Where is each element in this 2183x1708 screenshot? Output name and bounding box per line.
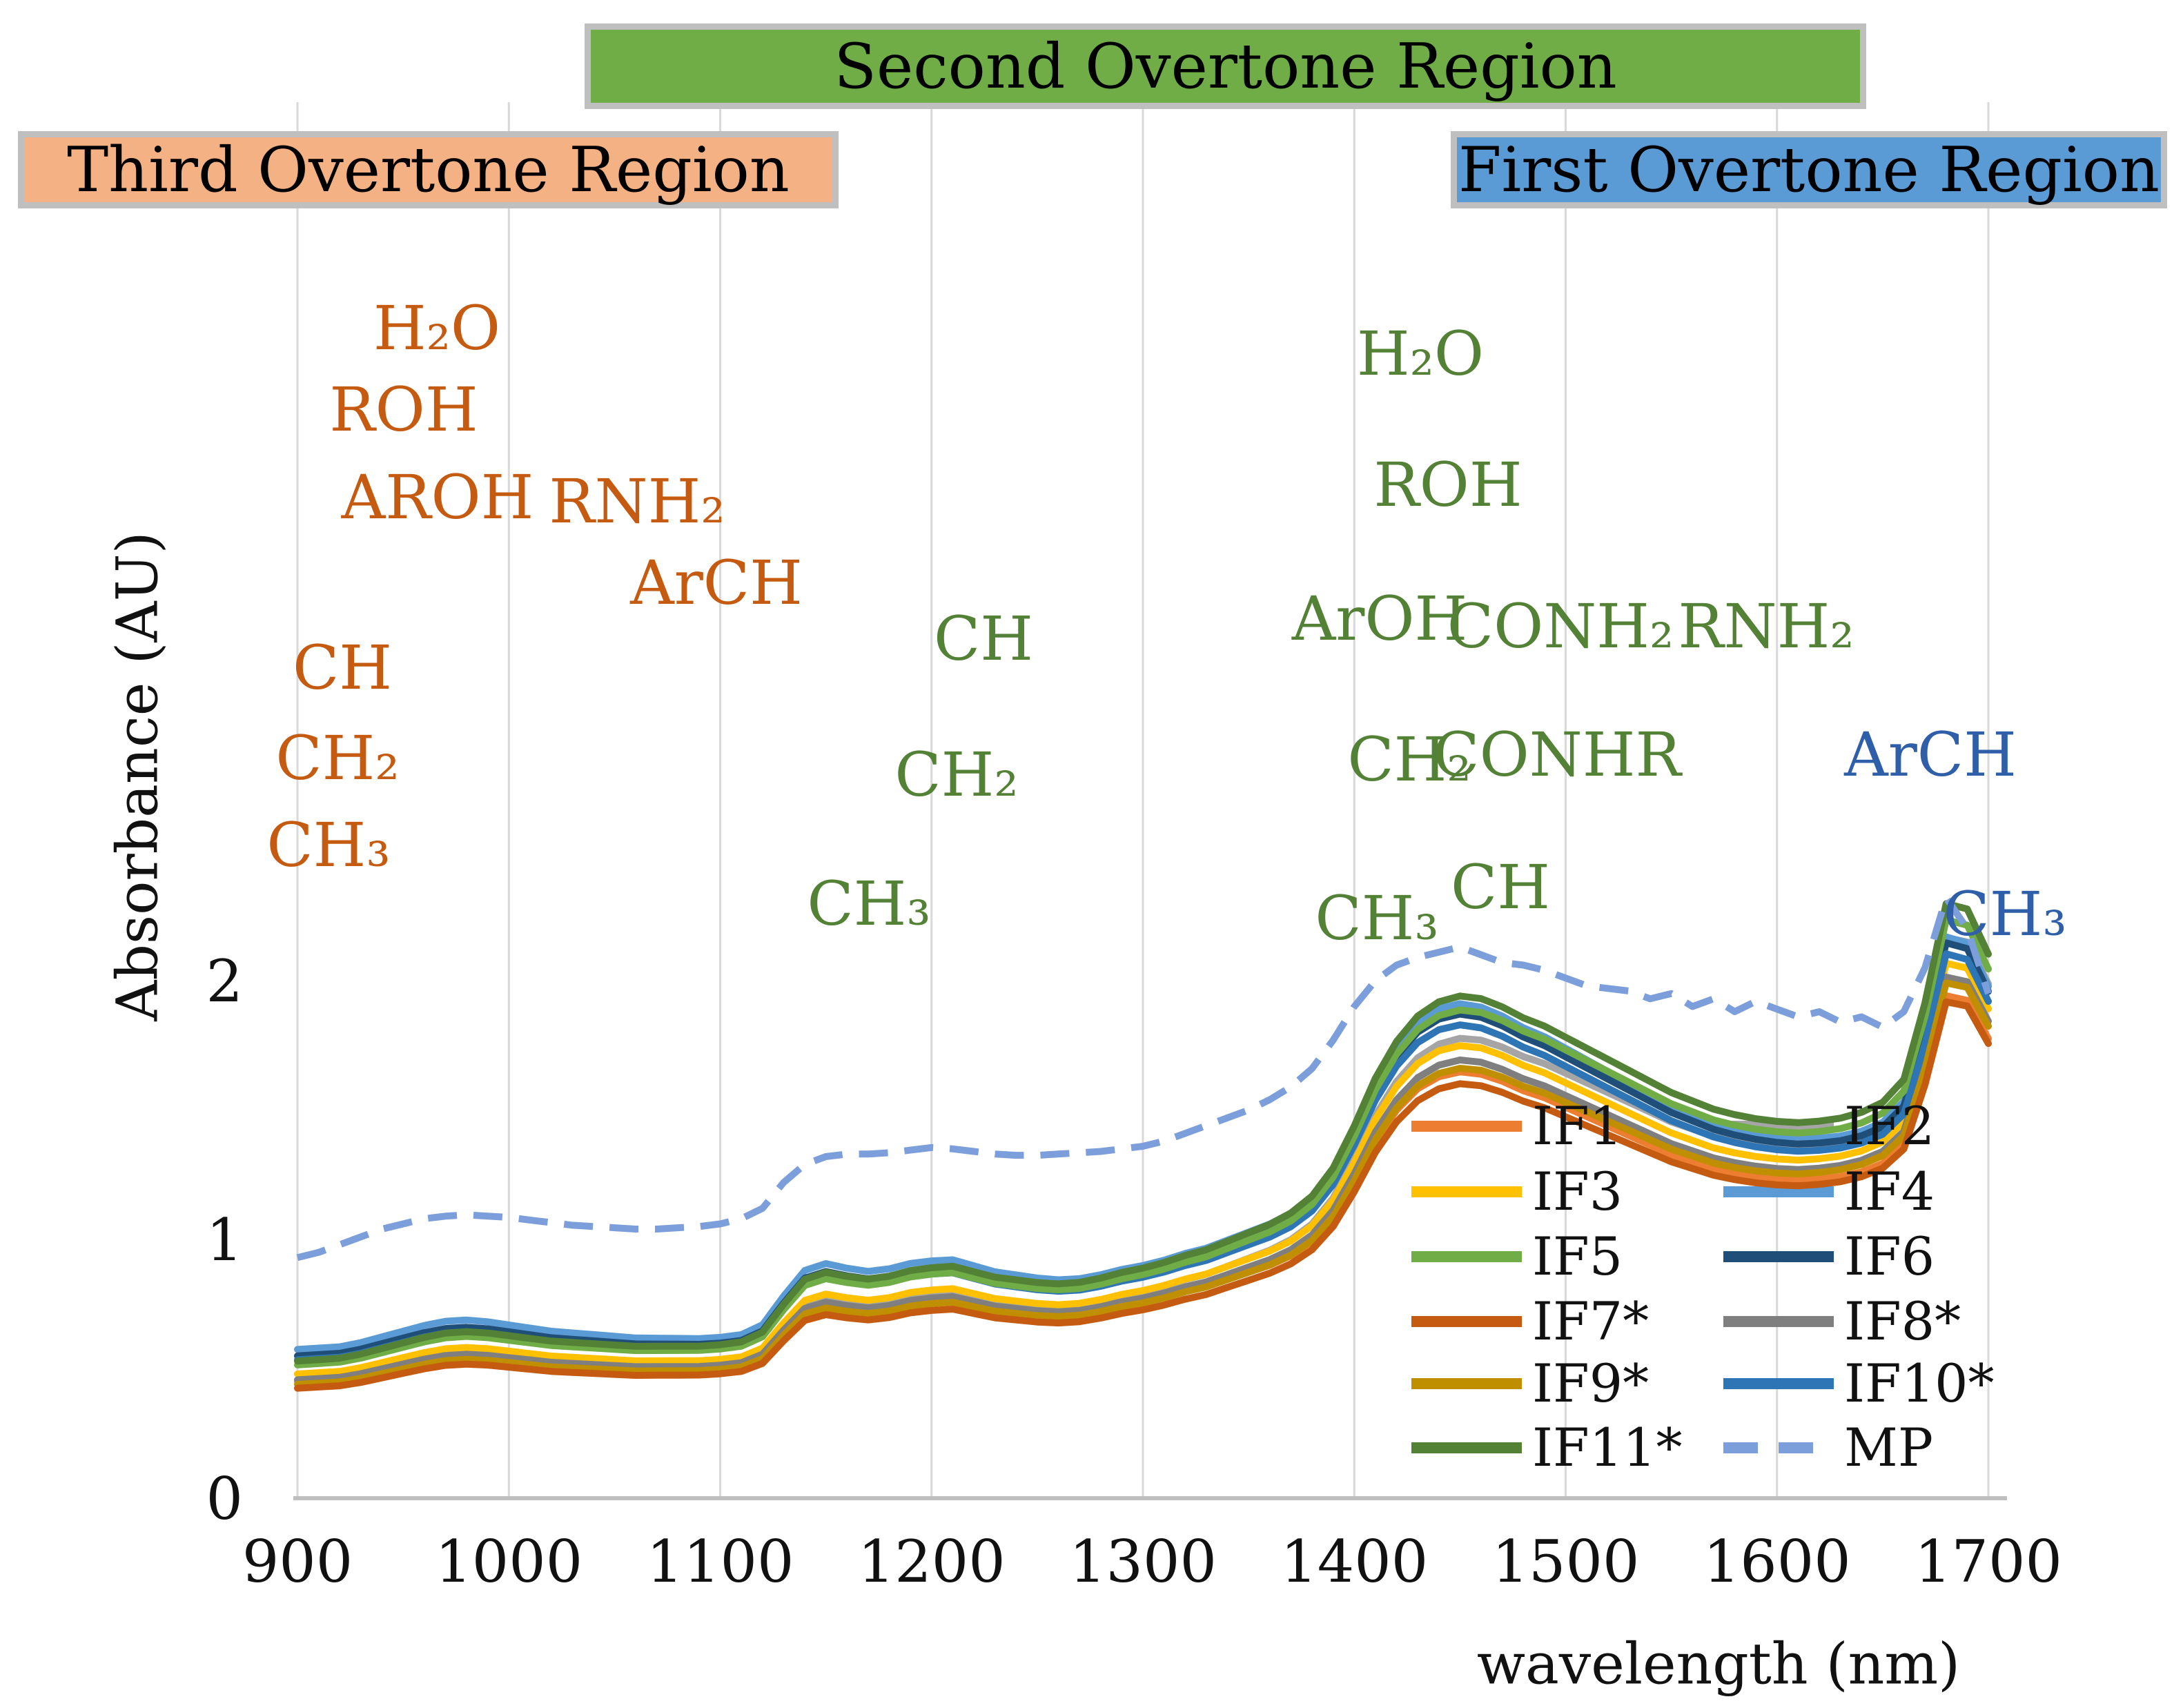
legend-label-IF11*: IF11*	[1532, 1417, 1682, 1478]
annotation-ArCH-orange: ArCH	[630, 547, 803, 618]
region-banner-label: Third Overtone Region	[67, 133, 790, 206]
y-tick-label: 0	[206, 1465, 243, 1533]
annotation-CH-green: CH₃	[807, 868, 931, 939]
y-tick-label: 1	[206, 1206, 243, 1274]
x-tick-label: 1500	[1492, 1528, 1640, 1596]
annotation-CH-orange: CH₃	[266, 809, 391, 881]
x-tick-label: 1000	[435, 1528, 583, 1596]
annotation-CH-orange: CH	[292, 632, 393, 703]
annotation-HO-orange: H₂O	[373, 293, 501, 364]
legend-label-IF1: IF1	[1532, 1095, 1623, 1157]
legend-label-IF3: IF3	[1532, 1161, 1623, 1222]
series-line-IF8*	[294, 973, 1992, 1384]
annotation-CH-green: CH₂	[1347, 724, 1471, 795]
annotation-CH-green: CH₃	[1315, 883, 1439, 954]
annotation-RNH-orange: RNH₂	[549, 466, 725, 537]
legend-label-IF6: IF6	[1844, 1226, 1935, 1287]
annotation-ArOH-green: ArOH	[1291, 583, 1468, 654]
annotation-HO-green: H₂O	[1356, 318, 1485, 389]
annotation-RNH-green: RNH₂	[1678, 591, 1854, 662]
x-tick-label: 1700	[1915, 1528, 2062, 1596]
x-tick-label: 1100	[647, 1528, 794, 1596]
x-tick-label: 1600	[1703, 1528, 1851, 1596]
annotation-CH-green: CH₂	[894, 739, 1019, 810]
region-banner-second-overtone: Second Overtone Region	[585, 23, 1866, 109]
annotation-CH-green: CH	[933, 603, 1034, 674]
x-tick-label: 900	[242, 1528, 353, 1596]
legend-label-IF2: IF2	[1844, 1095, 1935, 1157]
legend-label-IF8*: IF8*	[1844, 1290, 1961, 1352]
annotation-CH-green: CH	[1450, 852, 1551, 923]
annotation-ArCH-blue: ArCH	[1844, 719, 2017, 790]
annotation-ROH-orange: ROH	[329, 374, 478, 445]
region-banner-third-overtone: Third Overtone Region	[18, 131, 839, 208]
legend-label-IF9*: IF9*	[1532, 1353, 1649, 1414]
y-tick-label: 2	[206, 948, 243, 1015]
legend-label-IF4: IF4	[1844, 1161, 1935, 1222]
legend-label-IF10*: IF10*	[1844, 1353, 1994, 1414]
annotation-CONHR-green: CONHR	[1433, 719, 1681, 790]
annotation-AROH-orange: AROH	[341, 462, 534, 533]
region-banner-label: Second Overtone Region	[834, 30, 1617, 103]
legend-label-IF7*: IF7*	[1532, 1290, 1649, 1352]
region-banner-first-overtone: First Overtone Region	[1451, 131, 2167, 208]
series-line-IF5	[294, 916, 1992, 1368]
x-axis-title: wavelength (nm)	[1476, 1631, 1961, 1698]
series-line-IF7*	[294, 998, 1992, 1392]
series-line-MP	[296, 894, 1992, 1262]
series-line-IF11*	[294, 900, 1992, 1365]
region-banner-label: First Overtone Region	[1458, 133, 2160, 206]
annotation-CH-blue: CH₃	[1943, 878, 2067, 950]
series-line-IF9*	[294, 979, 1992, 1388]
legend-label-MP: MP	[1844, 1417, 1933, 1478]
y-axis-title: Absorbance (AU)	[105, 531, 171, 1021]
legend-label-IF5: IF5	[1532, 1226, 1623, 1287]
x-tick-label: 1200	[858, 1528, 1006, 1596]
annotation-CH-orange: CH₂	[275, 723, 400, 794]
x-tick-label: 1400	[1280, 1528, 1428, 1596]
x-tick-label: 1300	[1069, 1528, 1217, 1596]
annotation-ROH-green: ROH	[1373, 449, 1523, 520]
annotation-CONH-green: CONH₂	[1447, 591, 1674, 662]
series-line-IF3	[294, 959, 1992, 1377]
